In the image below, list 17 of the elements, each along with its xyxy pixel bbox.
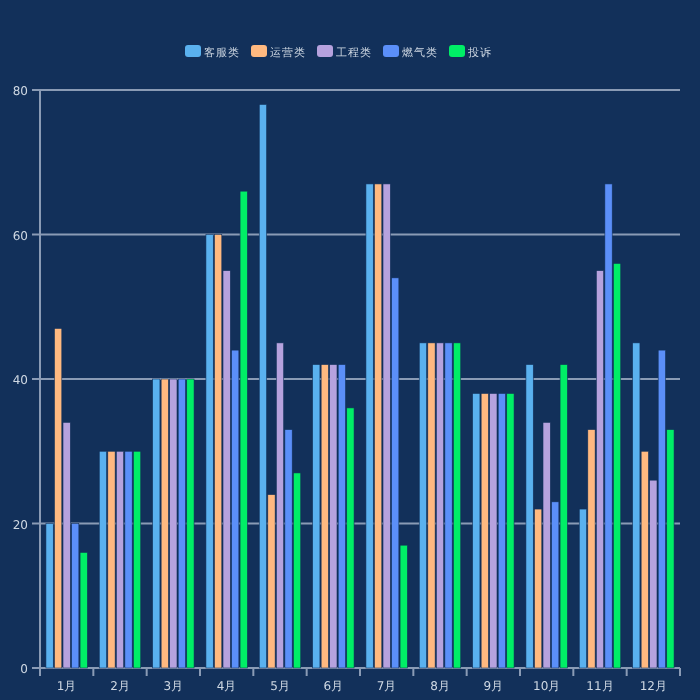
bar <box>525 364 534 669</box>
bar <box>632 342 641 669</box>
bar <box>444 342 453 669</box>
bar <box>312 364 321 669</box>
bar <box>427 342 436 669</box>
bar <box>186 378 195 669</box>
bar <box>205 234 214 669</box>
bar <box>107 450 116 669</box>
bar <box>604 183 613 669</box>
bar <box>559 364 568 669</box>
bar <box>472 393 481 669</box>
bar <box>124 450 133 669</box>
bar <box>239 190 248 669</box>
bar <box>365 183 374 669</box>
bar <box>152 378 161 669</box>
bar <box>506 393 515 669</box>
bar <box>542 422 551 669</box>
